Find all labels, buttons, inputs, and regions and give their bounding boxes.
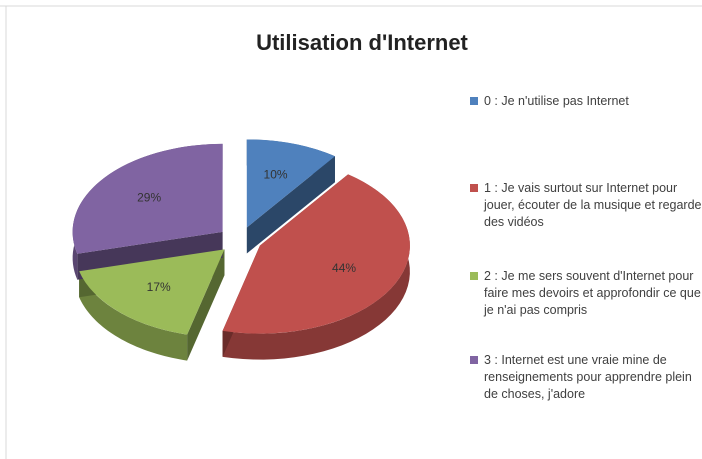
slice-outer-wall xyxy=(222,174,410,360)
slice xyxy=(72,143,223,254)
legend-entry: 1 : Je vais surtout sur Internet pour jo… xyxy=(470,180,702,231)
slice-outer-wall xyxy=(79,271,188,361)
legend-entry: 3 : Internet est une vraie mine de rense… xyxy=(470,352,702,403)
legend-entry: 0 : Je n'utilise pas Internet xyxy=(470,93,702,110)
slice xyxy=(79,249,225,335)
data-label: 10% xyxy=(264,168,288,182)
slice-radial-wall xyxy=(246,156,335,254)
legend-swatch xyxy=(470,356,478,364)
data-label: 29% xyxy=(137,191,161,205)
chart-title: Utilisation d'Internet xyxy=(256,30,468,55)
legend-label: 1 : Je vais surtout sur Internet pour jo… xyxy=(484,181,702,229)
legend-label: 0 : Je n'utilise pas Internet xyxy=(484,94,629,108)
legend-swatch xyxy=(470,272,478,280)
legend-swatch xyxy=(470,97,478,105)
data-label: 17% xyxy=(147,280,171,294)
data-label: 44% xyxy=(332,261,356,275)
legend-label: 2 : Je me sers souvent d'Internet pour f… xyxy=(484,269,701,317)
legend-entry: 2 : Je me sers souvent d'Internet pour f… xyxy=(470,268,702,319)
slice-radial-wall xyxy=(187,249,225,361)
slice xyxy=(246,139,335,228)
legend-swatch xyxy=(470,184,478,192)
legend-label: 3 : Internet est une vraie mine de rense… xyxy=(484,353,692,401)
slice xyxy=(222,174,410,334)
